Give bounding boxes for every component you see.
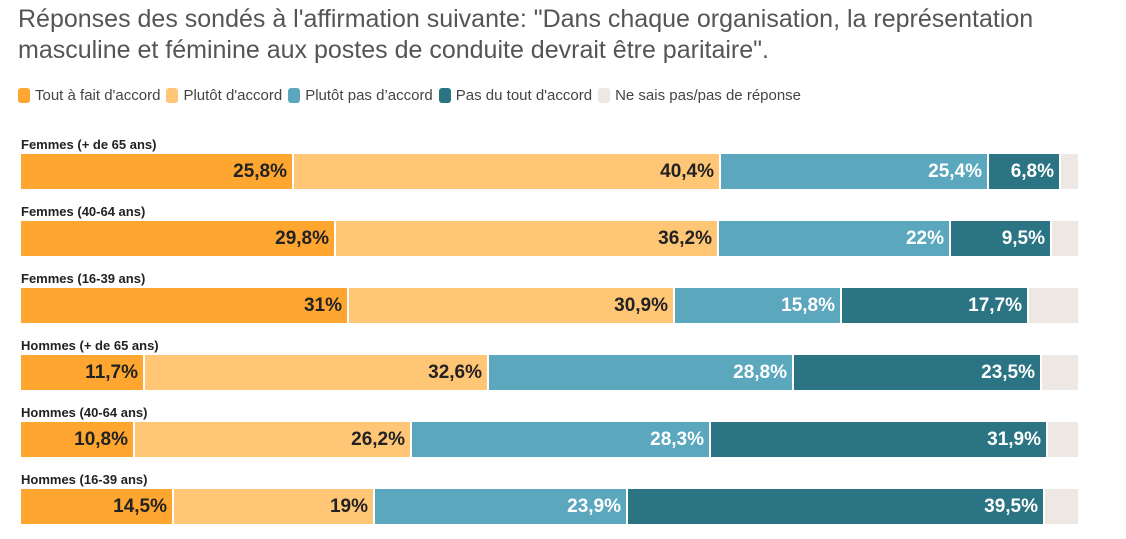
bar-segment <box>1042 355 1078 390</box>
bar-row: 31% 30,9% 15,8% 17,7% <box>21 288 1078 323</box>
bar-segment: 29,8% <box>21 221 336 256</box>
data-label: 15,8% <box>781 294 835 316</box>
bar-segment: 17,7% <box>842 288 1029 323</box>
legend-item: Pas du tout d'accord <box>438 86 593 104</box>
legend-label: Tout à fait d'accord <box>35 86 161 104</box>
bar-row: 14,5% 19% 23,9% 39,5% <box>21 489 1078 524</box>
bar-row: 29,8% 36,2% 22% 9,5% <box>21 221 1078 256</box>
legend-swatch <box>598 87 611 103</box>
bar-segment <box>1029 288 1078 323</box>
bar-segment <box>1061 154 1078 189</box>
data-label: 6,8% <box>1010 160 1054 182</box>
bar-row: 25,8% 40,4% 25,4% 6,8% <box>21 154 1078 189</box>
bar-segment: 9,5% <box>951 221 1052 256</box>
category-label: Femmes (16-39 ans) <box>21 271 146 286</box>
legend-label: Pas du tout d'accord <box>455 86 593 104</box>
legend-item: Tout à fait d'accord <box>18 87 160 104</box>
data-label: 25,4% <box>928 160 982 182</box>
chart-title: Réponses des sondés à l'affirmation suiv… <box>18 5 1034 64</box>
data-label: 25,8% <box>233 160 287 182</box>
category-label: Hommes (+ de 65 ans) <box>21 338 159 353</box>
bar-segment: 14,5% <box>21 489 174 524</box>
bar-segment: 15,8% <box>675 288 842 323</box>
data-label: 31,9% <box>987 428 1041 450</box>
bar-segment <box>1048 422 1078 457</box>
data-label: 9,5% <box>1001 227 1045 249</box>
bar-segment: 10,8% <box>21 422 135 457</box>
data-label: 23,9% <box>567 495 621 517</box>
bar-segment <box>1052 221 1078 256</box>
data-label: 39,5% <box>984 495 1038 517</box>
bar-segment: 40,4% <box>294 154 721 189</box>
data-label: 19% <box>329 495 368 517</box>
data-label: 14,5% <box>113 495 167 517</box>
bar-segment: 25,4% <box>721 154 989 189</box>
bar-segment: 26,2% <box>135 422 412 457</box>
bar-segment: 31% <box>21 288 349 323</box>
category-label: Hommes (40-64 ans) <box>21 405 148 420</box>
bar-segment: 6,8% <box>989 154 1061 189</box>
data-label: 28,8% <box>733 361 787 383</box>
category-label: Hommes (16-39 ans) <box>21 472 148 487</box>
data-label: 28,3% <box>650 428 704 450</box>
legend: Tout à fait d'accord Plutôt d'accord Plutô… <box>18 84 807 106</box>
legend-item: Plutôt pas d’accord <box>288 87 433 104</box>
legend-swatch <box>288 87 301 103</box>
legend-swatch <box>166 87 179 103</box>
legend-label: Ne sais pas/pas de réponse <box>615 86 802 104</box>
legend-label: Plutôt pas d’accord <box>305 86 433 104</box>
data-label: 29,8% <box>275 227 329 249</box>
data-label: 31% <box>303 294 342 316</box>
data-label: 11,7% <box>85 361 138 383</box>
bar-segment: 23,5% <box>794 355 1042 390</box>
bar-segment: 25,8% <box>21 154 294 189</box>
data-label: 40,4% <box>660 160 714 182</box>
category-label: Femmes (+ de 65 ans) <box>21 137 157 152</box>
bar-segment: 19% <box>174 489 375 524</box>
bar-segment: 23,9% <box>375 489 628 524</box>
data-label: 17,7% <box>968 294 1022 316</box>
data-label: 10,8% <box>74 428 128 450</box>
bar-segment: 28,8% <box>489 355 794 390</box>
legend-label: Plutôt d'accord <box>183 86 283 104</box>
data-label: 23,5% <box>981 361 1035 383</box>
bar-segment: 30,9% <box>349 288 675 323</box>
bar-segment: 32,6% <box>145 355 489 390</box>
bar-segment <box>1045 489 1078 524</box>
category-label: Femmes (40-64 ans) <box>21 204 146 219</box>
data-label: 36,2% <box>658 227 712 249</box>
data-label: 30,9% <box>614 294 668 316</box>
data-label: 22% <box>905 227 944 249</box>
bar-segment: 22% <box>719 221 951 256</box>
data-label: 26,2% <box>351 428 405 450</box>
bar-row: 10,8% 26,2% 28,3% 31,9% <box>21 422 1078 457</box>
legend-swatch <box>438 87 451 103</box>
bar-segment: 11,7% <box>21 355 145 390</box>
bar-segment: 31,9% <box>711 422 1048 457</box>
bar-segment: 36,2% <box>336 221 719 256</box>
bar-segment: 28,3% <box>412 422 711 457</box>
legend-item: Plutôt d'accord <box>166 87 282 104</box>
bar-row: 11,7% 32,6% 28,8% 23,5% <box>21 355 1078 390</box>
data-label: 32,6% <box>428 361 482 383</box>
legend-item: Ne sais pas/pas de réponse <box>598 87 801 104</box>
legend-swatch <box>18 87 30 103</box>
bar-segment: 39,5% <box>628 489 1045 524</box>
